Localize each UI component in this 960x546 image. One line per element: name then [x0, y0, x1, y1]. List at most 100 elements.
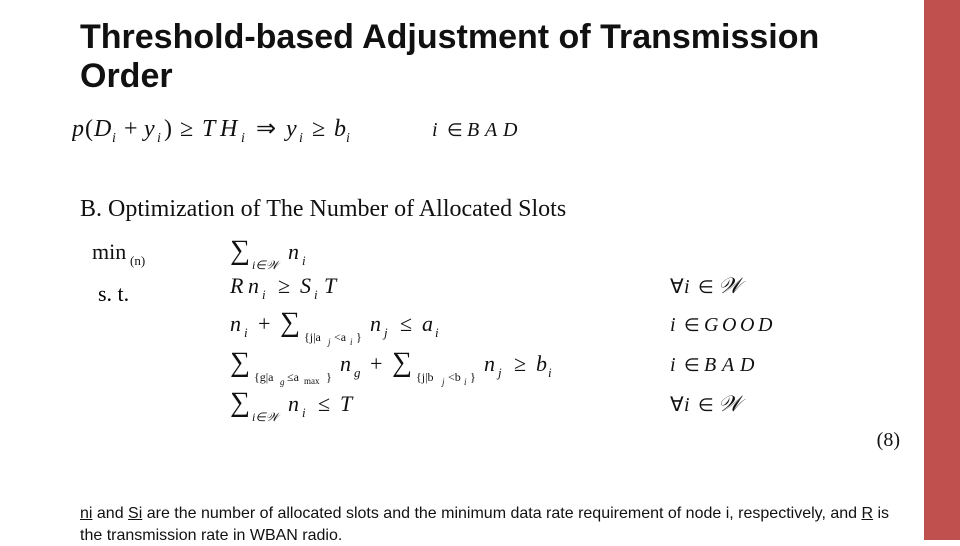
svg-text:+: +	[124, 116, 138, 142]
section-heading: B. Optimization of The Number of Allocat…	[80, 196, 900, 223]
svg-text:A: A	[720, 354, 735, 376]
svg-text:(n): (n)	[130, 253, 145, 268]
svg-text:y: y	[142, 116, 155, 142]
svg-text:R: R	[230, 273, 244, 298]
svg-text:D: D	[757, 314, 773, 336]
svg-text:B: B	[704, 354, 716, 376]
svg-text:i: i	[314, 287, 318, 302]
threshold-formula-svg: p ( D i + y i ) ≥ T H i ⇒ y i ≥ b	[72, 106, 632, 156]
svg-text:i: i	[684, 276, 690, 298]
svg-text:D: D	[739, 354, 755, 376]
svg-text:n: n	[288, 391, 299, 416]
svg-text:≥: ≥	[514, 351, 526, 376]
svg-text:𝒲: 𝒲	[718, 391, 746, 416]
section-heading-text: B. Optimization of The Number of Allocat…	[80, 196, 566, 222]
svg-text:i: i	[157, 131, 161, 146]
svg-text:i: i	[435, 325, 439, 340]
slide-sidebar	[924, 0, 960, 540]
svg-text:i: i	[548, 365, 552, 380]
svg-text:∈: ∈	[684, 315, 700, 335]
svg-text:g: g	[280, 377, 285, 387]
svg-text:∈: ∈	[447, 120, 463, 140]
svg-text:min: min	[92, 239, 126, 264]
svg-text:∀: ∀	[670, 276, 684, 298]
svg-text:≤: ≤	[318, 391, 330, 416]
svg-text:): )	[164, 116, 172, 142]
optimization-block: min (n) s. t. ∑ i∈𝒲 n i	[80, 239, 900, 459]
var-ni: ni	[80, 505, 92, 522]
svg-text:∑: ∑	[230, 235, 250, 266]
svg-text:{j|b: {j|b	[416, 370, 434, 384]
svg-text:≥: ≥	[180, 116, 193, 142]
constraints-column: ∑ i∈𝒲 n i R n i ≥ S i T n i	[230, 235, 670, 450]
objective-label: min (n)	[92, 239, 202, 278]
svg-text:i: i	[112, 131, 116, 146]
svg-text:b: b	[334, 116, 346, 142]
svg-text:b: b	[536, 351, 547, 376]
equation-number-text: (8)	[877, 429, 900, 451]
svg-text:j: j	[441, 377, 445, 387]
svg-text:⇒: ⇒	[256, 116, 276, 142]
svg-text:j: j	[496, 365, 502, 380]
svg-text:𝒲: 𝒲	[718, 273, 746, 298]
st-text: s. t.	[98, 281, 129, 306]
svg-text:i: i	[432, 119, 438, 141]
var-si: Si	[128, 505, 142, 522]
svg-text:T: T	[324, 273, 338, 298]
svg-text:O: O	[740, 314, 754, 336]
svg-text:(: (	[85, 116, 93, 142]
svg-text:p: p	[72, 116, 84, 142]
svg-text:i: i	[670, 314, 676, 336]
svg-text:n: n	[230, 311, 241, 336]
svg-text:i: i	[244, 325, 248, 340]
svg-text:≤a: ≤a	[287, 370, 300, 384]
svg-text:i: i	[670, 354, 676, 376]
svg-text:+: +	[258, 311, 270, 336]
svg-text:i: i	[684, 394, 690, 416]
svg-text:i: i	[241, 131, 245, 146]
svg-text:j: j	[327, 337, 331, 347]
svg-text:≥: ≥	[312, 116, 325, 142]
svg-text:i: i	[302, 405, 306, 420]
constraint-conditions: ∀ i ∈ 𝒲 i ∈ G O O D i ∈ B	[670, 235, 890, 451]
svg-text:j: j	[382, 325, 388, 340]
svg-text:D: D	[502, 119, 518, 141]
svg-text:<b: <b	[448, 370, 461, 384]
slide-content: Threshold-based Adjustment of Transmissi…	[80, 18, 900, 546]
svg-text:∑: ∑	[230, 347, 250, 378]
svg-text:∈: ∈	[684, 355, 700, 375]
svg-text:i∈𝒲: i∈𝒲	[252, 258, 282, 272]
svg-text:y: y	[284, 116, 297, 142]
svg-text:}: }	[326, 370, 332, 384]
slide-title-text: Threshold-based Adjustment of Transmissi…	[80, 18, 819, 95]
svg-text:i∈𝒲: i∈𝒲	[252, 410, 282, 424]
svg-text:n: n	[340, 351, 351, 376]
svg-text:max: max	[304, 376, 320, 386]
slide-title: Threshold-based Adjustment of Transmissi…	[80, 18, 900, 96]
svg-text:g: g	[354, 365, 361, 380]
svg-text:i: i	[346, 131, 350, 146]
svg-text:D: D	[93, 116, 111, 142]
svg-text:G: G	[704, 314, 719, 336]
svg-text:{g|a: {g|a	[254, 370, 274, 384]
svg-text:H: H	[219, 116, 239, 142]
svg-text:}: }	[356, 330, 362, 344]
svg-text:+: +	[370, 351, 382, 376]
caption-text-2: are the number of allocated slots and th…	[142, 505, 861, 522]
svg-text:∑: ∑	[392, 347, 412, 378]
equation-number: (8)	[877, 429, 900, 452]
svg-text:<a: <a	[334, 330, 347, 344]
svg-text:∑: ∑	[230, 387, 250, 418]
svg-text:O: O	[722, 314, 736, 336]
svg-text:n: n	[248, 273, 259, 298]
svg-text:S: S	[300, 273, 311, 298]
svg-text:n: n	[288, 239, 299, 264]
svg-text:T: T	[340, 391, 354, 416]
caption-text-1: and	[92, 505, 128, 522]
threshold-formula: p ( D i + y i ) ≥ T H i ⇒ y i ≥ b	[72, 106, 900, 156]
svg-text:∈: ∈	[698, 277, 714, 297]
svg-text:A: A	[483, 119, 498, 141]
svg-text:∈: ∈	[698, 395, 714, 415]
svg-text:≥: ≥	[278, 273, 290, 298]
svg-text:{j|a: {j|a	[304, 330, 321, 344]
